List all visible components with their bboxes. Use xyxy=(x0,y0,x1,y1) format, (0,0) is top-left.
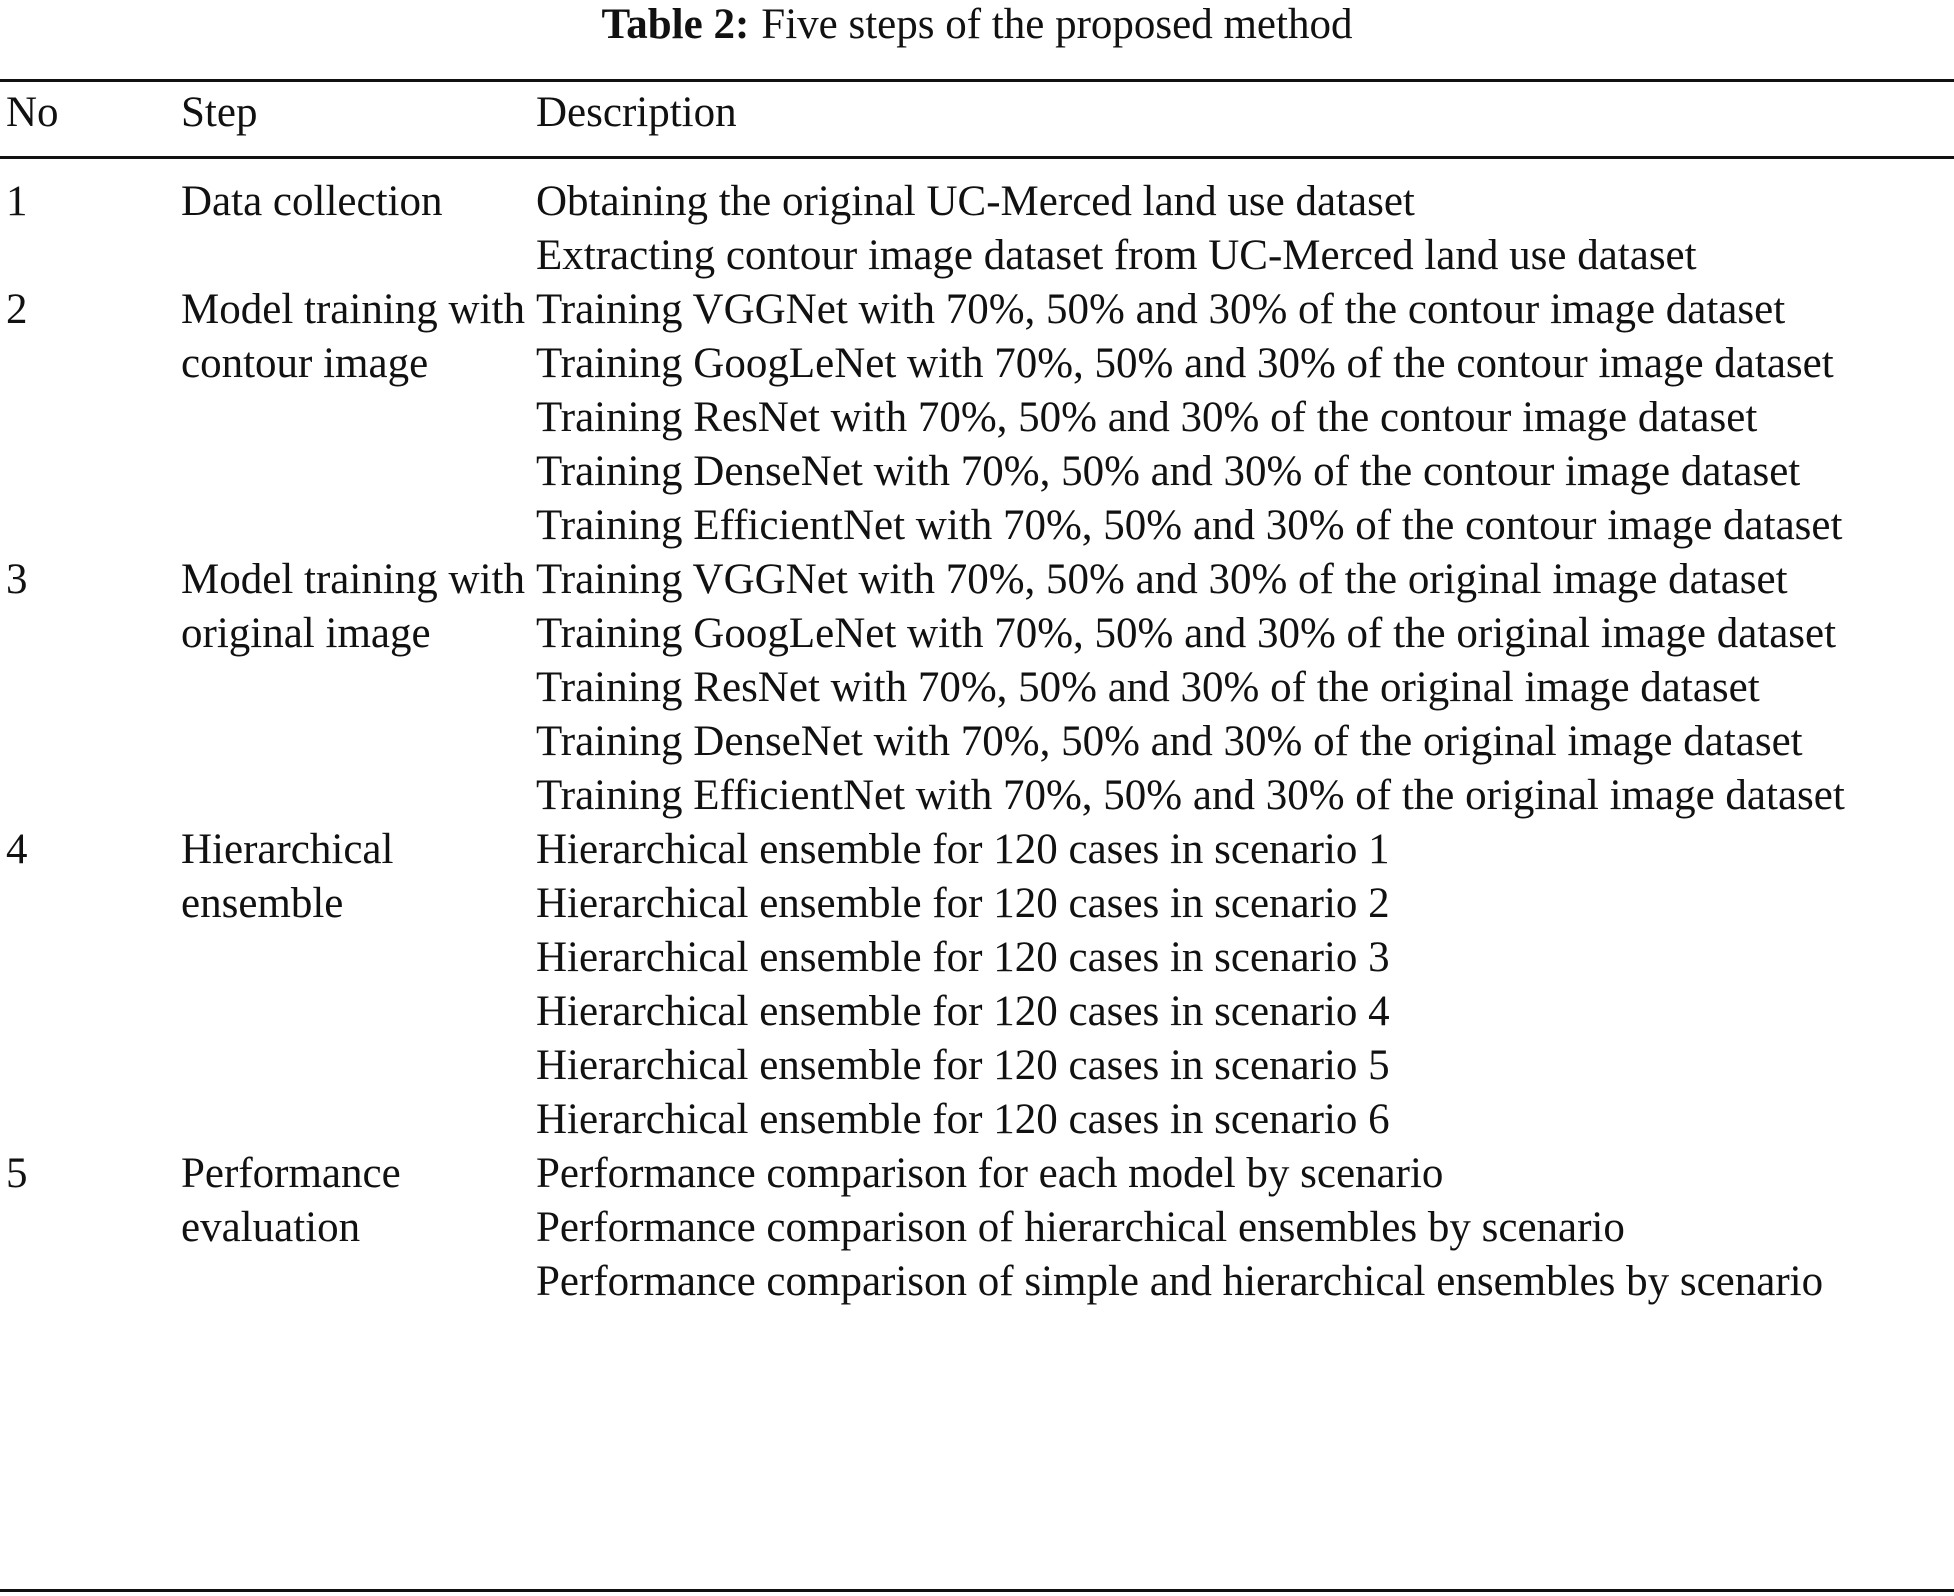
cell-no: 4 xyxy=(6,826,28,873)
description-item: Training DenseNet with 70%, 50% and 30% … xyxy=(536,448,1801,495)
table-row: 1 Data collection Obtaining the original U… xyxy=(0,175,1954,283)
cell-step: Model training with original image xyxy=(181,556,525,657)
table-header: No Step Description xyxy=(0,86,1954,140)
table-row: 3 Model training with original image Train… xyxy=(0,553,1954,823)
description-item: Training GoogLeNet with 70%, 50% and 30%… xyxy=(536,340,1834,387)
description-item: Training ResNet with 70%, 50% and 30% of… xyxy=(536,664,1760,711)
cell-step: Hierarchical ensemble xyxy=(181,826,394,927)
caption-label: Table 2: xyxy=(601,1,750,48)
description-item: Training ResNet with 70%, 50% and 30% of… xyxy=(536,394,1758,441)
table-body: 1 Data collection Obtaining the original U… xyxy=(0,175,1954,1309)
description-item: Obtaining the original UC-Merced land us… xyxy=(536,178,1415,225)
cell-no: 3 xyxy=(6,556,28,603)
top-rule xyxy=(0,79,1954,82)
description-item: Hierarchical ensemble for 120 cases in s… xyxy=(536,988,1390,1035)
table-row: 2 Model training with contour image Traini… xyxy=(0,283,1954,553)
table-row: 5 Performance evaluation Performance compa… xyxy=(0,1147,1954,1309)
cell-description: Hierarchical ensemble for 120 cases in s… xyxy=(536,823,1954,1147)
description-item: Hierarchical ensemble for 120 cases in s… xyxy=(536,934,1390,981)
bottom-rule xyxy=(0,1589,1954,1592)
description-item: Training EfficientNet with 70%, 50% and … xyxy=(536,772,1845,819)
description-item: Hierarchical ensemble for 120 cases in s… xyxy=(536,1042,1390,1089)
description-item: Performance comparison of simple and hie… xyxy=(536,1258,1824,1305)
description-item: Training VGGNet with 70%, 50% and 30% of… xyxy=(536,286,1786,333)
cell-no: 1 xyxy=(6,178,28,225)
cell-description: Training VGGNet with 70%, 50% and 30% of… xyxy=(536,283,1954,553)
description-item: Hierarchical ensemble for 120 cases in s… xyxy=(536,1096,1390,1143)
table-row: 4 Hierarchical ensemble Hierarchical ensem… xyxy=(0,823,1954,1147)
header-description: Description xyxy=(536,89,737,136)
cell-description: Obtaining the original UC-Merced land us… xyxy=(536,175,1954,283)
cell-no: 5 xyxy=(6,1150,28,1197)
description-item: Hierarchical ensemble for 120 cases in s… xyxy=(536,880,1390,927)
description-item: Training DenseNet with 70%, 50% and 30% … xyxy=(536,718,1803,765)
table-caption: Table 2: Five steps of the proposed metho… xyxy=(0,0,1954,50)
description-item: Performance comparison of hierarchical e… xyxy=(536,1204,1625,1251)
description-item: Training GoogLeNet with 70%, 50% and 30%… xyxy=(536,610,1837,657)
description-item: Training VGGNet with 70%, 50% and 30% of… xyxy=(536,556,1788,603)
description-item: Extracting contour image dataset from UC… xyxy=(536,232,1697,279)
cell-step: Data collection xyxy=(181,178,443,225)
caption-text: Five steps of the proposed method xyxy=(761,1,1353,48)
cell-step: Model training with contour image xyxy=(181,286,525,387)
cell-no: 2 xyxy=(6,286,28,333)
description-item: Training EfficientNet with 70%, 50% and … xyxy=(536,502,1843,549)
header-step: Step xyxy=(181,89,258,136)
cell-step: Performance evaluation xyxy=(181,1150,401,1251)
cell-description: Performance comparison for each model by… xyxy=(536,1147,1954,1309)
header-no: No xyxy=(6,89,59,136)
description-item: Performance comparison for each model by… xyxy=(536,1150,1444,1197)
header-rule xyxy=(0,156,1954,159)
description-item: Hierarchical ensemble for 120 cases in s… xyxy=(536,826,1390,873)
cell-description: Training VGGNet with 70%, 50% and 30% of… xyxy=(536,553,1954,823)
